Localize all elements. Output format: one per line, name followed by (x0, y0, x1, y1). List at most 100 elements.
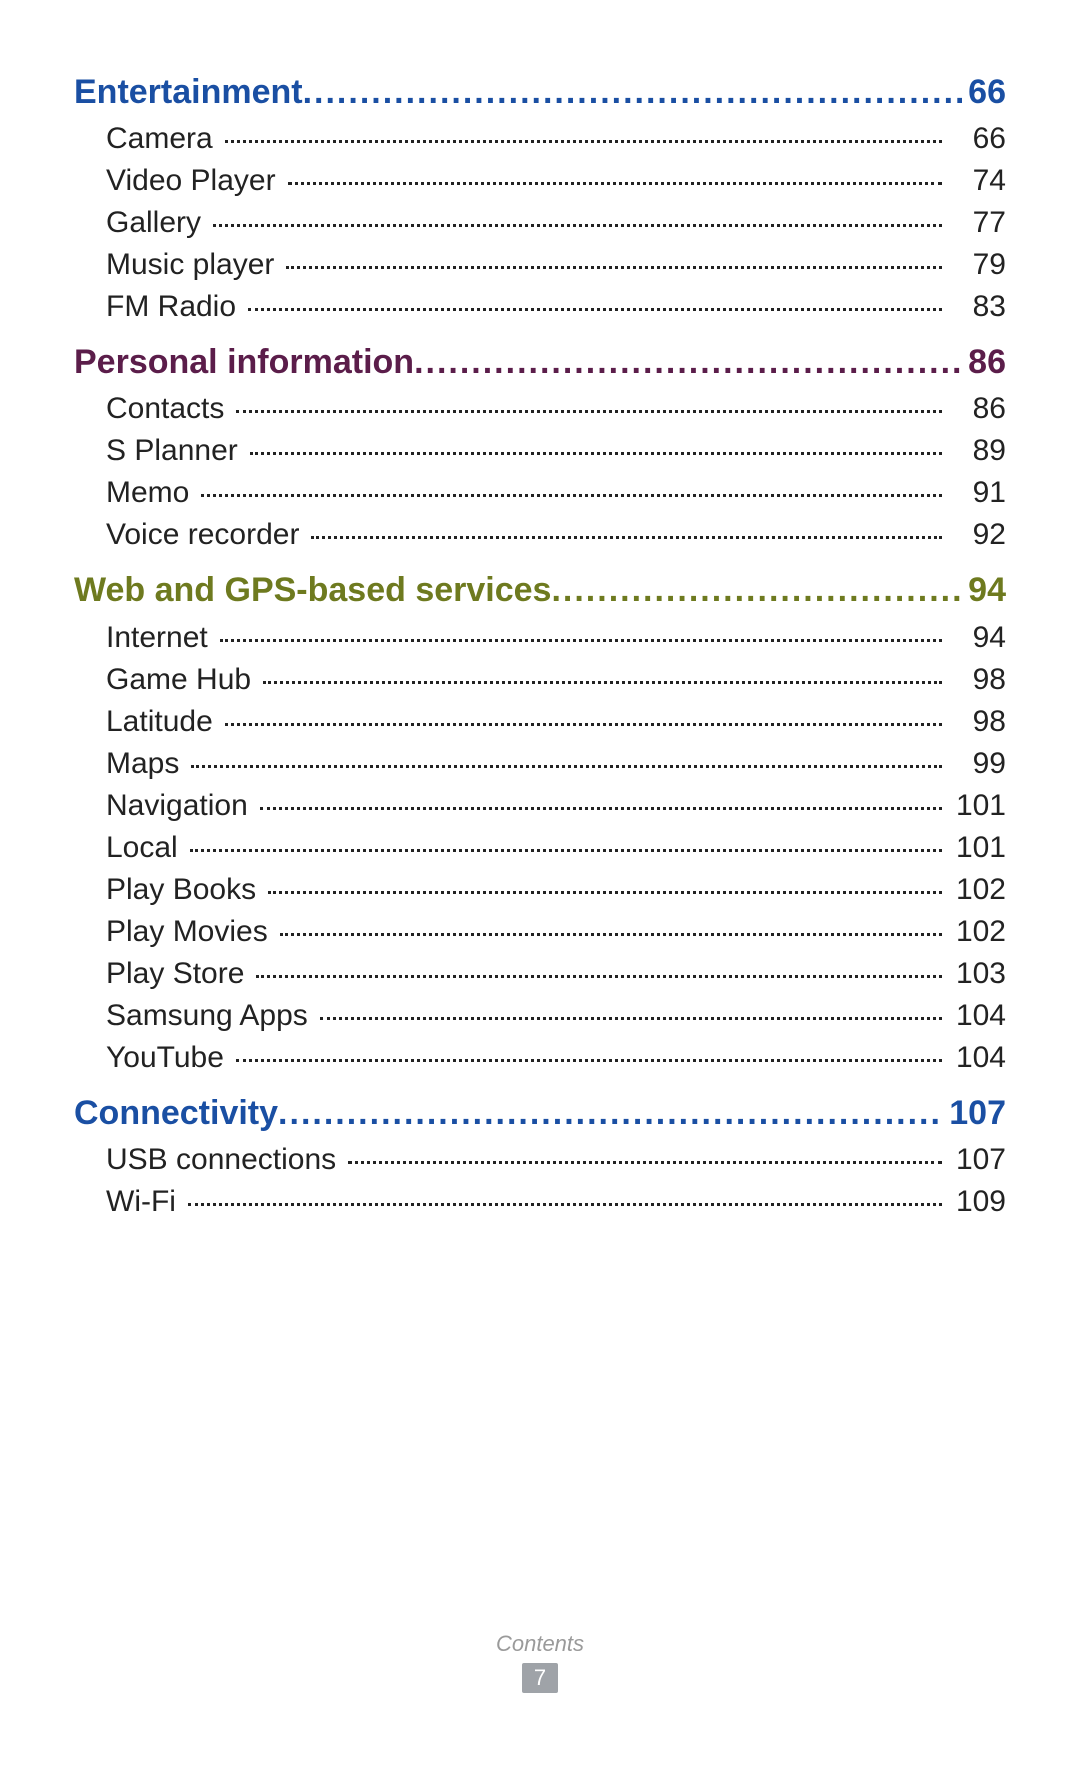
toc-leader-line (236, 1059, 942, 1062)
toc-sub-page: 94 (946, 623, 1006, 653)
toc-sub-page: 98 (946, 665, 1006, 695)
toc-sub-item[interactable]: Maps 99 (106, 749, 1006, 779)
toc-sub-item[interactable]: YouTube 104 (106, 1043, 1006, 1073)
footer-label: Contents (0, 1631, 1080, 1657)
toc-sub-title: Play Books (106, 875, 264, 905)
toc-section: Connectivity............................… (74, 1091, 1006, 1217)
toc-sub-page: 91 (946, 478, 1006, 508)
toc-sub-title: Local (106, 833, 186, 863)
toc-sub-item[interactable]: Memo 91 (106, 478, 1006, 508)
toc-sub-page: 104 (946, 1001, 1006, 1031)
toc-page: Entertainment...........................… (0, 0, 1080, 1771)
toc-sub-page: 102 (946, 917, 1006, 947)
toc-sub-page: 104 (946, 1043, 1006, 1073)
toc-sub-title: Gallery (106, 208, 209, 238)
toc-sub-item[interactable]: Latitude98 (106, 707, 1006, 737)
toc-sub-item[interactable]: Play Books 102 (106, 875, 1006, 905)
toc-sub-page: 109 (946, 1187, 1006, 1217)
toc-section-header[interactable]: Connectivity............................… (74, 1091, 1006, 1135)
toc-sub-title: Samsung Apps (106, 1001, 316, 1031)
toc-leader-line (220, 639, 942, 642)
toc-sub-item[interactable]: Gallery 77 (106, 208, 1006, 238)
toc-sub-title: Game Hub (106, 665, 259, 695)
toc-section-page: 86 (962, 340, 1006, 384)
toc-leader-line (236, 410, 942, 413)
toc-section-page: 66 (962, 70, 1006, 114)
toc-sub-title: Video Player (106, 166, 284, 196)
toc-leader-line (250, 452, 942, 455)
toc-leader-line (263, 681, 942, 684)
toc-sub-list: Contacts86 S Planner 89 Memo 91 Voice recorde… (74, 394, 1006, 550)
toc-sub-page: 86 (946, 394, 1006, 424)
toc-section-title: Entertainment (74, 70, 303, 114)
toc-sub-title: Internet (106, 623, 216, 653)
toc-sub-title: Memo (106, 478, 197, 508)
toc-sub-page: 66 (946, 124, 1006, 154)
toc-sub-page: 98 (946, 707, 1006, 737)
toc-section-page: 107 (943, 1091, 1006, 1135)
toc-sub-page: 83 (946, 292, 1006, 322)
toc-sub-item[interactable]: Voice recorder92 (106, 520, 1006, 550)
toc-leader-line (348, 1161, 942, 1164)
toc-sub-title: YouTube (106, 1043, 232, 1073)
toc-sub-title: Music player (106, 250, 282, 280)
toc-sub-page: 103 (946, 959, 1006, 989)
toc-section-header[interactable]: Entertainment...........................… (74, 70, 1006, 114)
toc-section-header[interactable]: Personal information....................… (74, 340, 1006, 384)
toc-sub-page: 74 (946, 166, 1006, 196)
toc-leader-line (268, 891, 942, 894)
toc-section-page: 94 (962, 568, 1006, 612)
toc-leader-line (225, 723, 942, 726)
toc-sub-item[interactable]: Navigation 101 (106, 791, 1006, 821)
toc-sub-item[interactable]: Internet 94 (106, 623, 1006, 653)
toc-sub-item[interactable]: Contacts86 (106, 394, 1006, 424)
toc-leader-line (248, 308, 942, 311)
toc-sub-item[interactable]: USB connections107 (106, 1145, 1006, 1175)
toc-sub-item[interactable]: Music player79 (106, 250, 1006, 280)
toc-leader-line (311, 536, 942, 539)
toc-sub-title: Navigation (106, 791, 256, 821)
footer-page-badge: 7 (522, 1663, 558, 1693)
toc-sub-item[interactable]: Play Store 103 (106, 959, 1006, 989)
toc-section: Web and GPS-based services..............… (74, 568, 1006, 1072)
toc-sub-title: FM Radio (106, 292, 244, 322)
toc-sub-item[interactable]: Wi-Fi 109 (106, 1187, 1006, 1217)
toc-leader-line (260, 807, 942, 810)
toc-sub-page: 101 (946, 791, 1006, 821)
toc-sections: Entertainment...........................… (74, 70, 1006, 1217)
toc-leader-line (191, 765, 942, 768)
toc-sub-title: Maps (106, 749, 187, 779)
toc-section-title: Personal information (74, 340, 414, 384)
toc-leader-line (201, 494, 942, 497)
toc-sub-item[interactable]: Camera66 (106, 124, 1006, 154)
toc-sub-page: 92 (946, 520, 1006, 550)
toc-sub-title: Wi-Fi (106, 1187, 184, 1217)
toc-sub-item[interactable]: Game Hub 98 (106, 665, 1006, 695)
toc-sub-page: 107 (946, 1145, 1006, 1175)
toc-section-title: Web and GPS-based services (74, 568, 551, 612)
toc-sub-title: Play Store (106, 959, 252, 989)
toc-leader-line (288, 182, 942, 185)
toc-leader-line (225, 140, 942, 143)
toc-sub-page: 99 (946, 749, 1006, 779)
toc-section: Personal information....................… (74, 340, 1006, 550)
toc-leader-line (286, 266, 942, 269)
toc-leader-dots: ........................................… (551, 568, 962, 612)
toc-leader-line (320, 1017, 942, 1020)
toc-leader-line (190, 849, 942, 852)
toc-section-header[interactable]: Web and GPS-based services..............… (74, 568, 1006, 612)
toc-sub-item[interactable]: Samsung Apps 104 (106, 1001, 1006, 1031)
toc-leader-line (213, 224, 942, 227)
toc-sub-title: S Planner (106, 436, 246, 466)
toc-sub-item[interactable]: FM Radio 83 (106, 292, 1006, 322)
toc-sub-item[interactable]: Play Movies102 (106, 917, 1006, 947)
toc-sub-list: Camera66 Video Player 74 Gallery 77 Music pla… (74, 124, 1006, 322)
toc-sub-item[interactable]: Local 101 (106, 833, 1006, 863)
toc-sub-page: 89 (946, 436, 1006, 466)
toc-sub-item[interactable]: S Planner 89 (106, 436, 1006, 466)
toc-sub-page: 101 (946, 833, 1006, 863)
toc-sub-page: 102 (946, 875, 1006, 905)
toc-leader-line (256, 975, 942, 978)
toc-sub-page: 77 (946, 208, 1006, 238)
toc-sub-item[interactable]: Video Player 74 (106, 166, 1006, 196)
